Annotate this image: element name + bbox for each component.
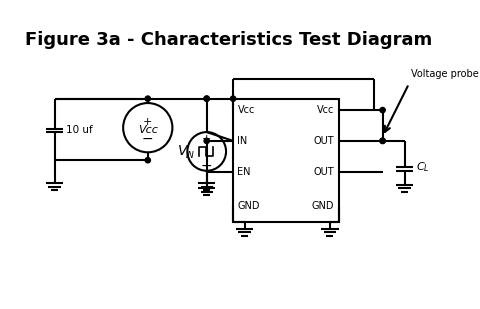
- Text: GND: GND: [311, 201, 334, 211]
- Bar: [233, 99, 338, 222]
- Text: −: −: [201, 159, 212, 172]
- Text: −: −: [142, 132, 153, 146]
- Text: +: +: [202, 134, 211, 144]
- Text: GND: GND: [237, 201, 260, 211]
- Circle shape: [145, 158, 150, 163]
- Circle shape: [204, 96, 209, 101]
- Circle shape: [379, 108, 384, 113]
- Text: V: V: [178, 144, 187, 158]
- Circle shape: [230, 96, 235, 101]
- Text: $C_L$: $C_L$: [415, 160, 429, 174]
- Circle shape: [204, 96, 209, 101]
- Circle shape: [145, 96, 150, 101]
- Text: IN: IN: [237, 136, 247, 146]
- Text: +: +: [143, 117, 152, 127]
- Text: Figure 3a - Characteristics Test Diagram: Figure 3a - Characteristics Test Diagram: [25, 31, 432, 49]
- Circle shape: [379, 138, 384, 143]
- Text: Voltage probe: Voltage probe: [410, 69, 478, 79]
- Text: Vcc: Vcc: [138, 125, 157, 135]
- Text: OUT: OUT: [313, 167, 334, 177]
- Text: 10 uf: 10 uf: [66, 125, 93, 135]
- Circle shape: [204, 138, 209, 143]
- Text: OUT: OUT: [313, 136, 334, 146]
- Circle shape: [379, 138, 384, 143]
- Text: IN: IN: [185, 151, 194, 160]
- Text: EN: EN: [237, 167, 251, 177]
- Text: Vcc: Vcc: [237, 105, 254, 115]
- Text: Vcc: Vcc: [316, 105, 334, 115]
